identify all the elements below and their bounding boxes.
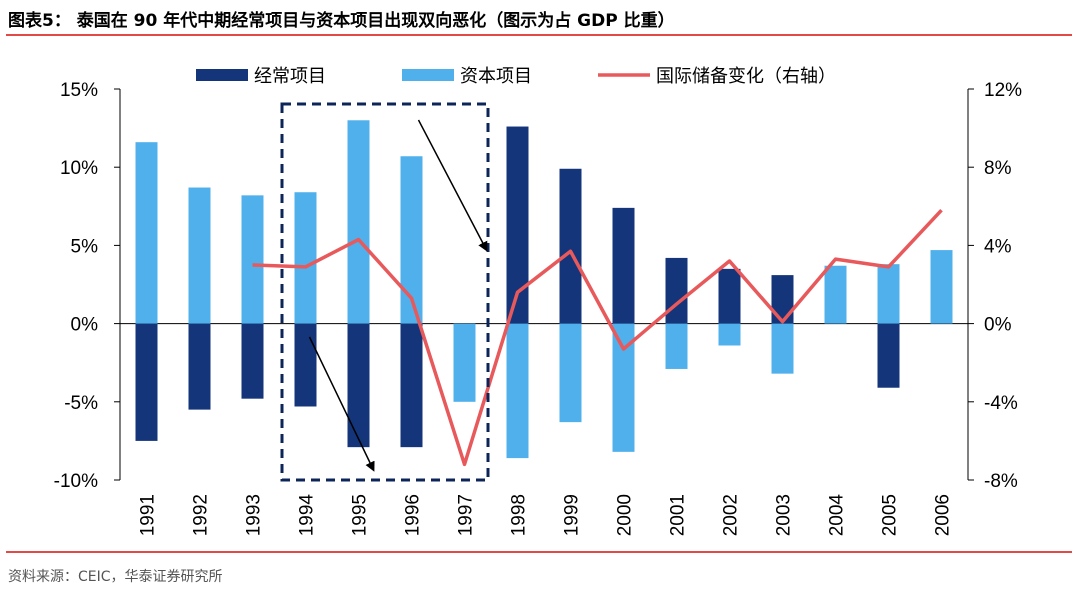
category-label: 1994 — [297, 494, 318, 537]
current-account-bar — [559, 168, 582, 324]
current-account-bar — [506, 126, 529, 324]
left-tick-label: 10% — [60, 158, 98, 179]
current-account-bar — [718, 268, 741, 324]
category-label: 1998 — [509, 494, 530, 536]
capital-account-bar — [453, 323, 476, 402]
bars — [135, 120, 953, 459]
capital-account-bar — [347, 120, 370, 324]
right-tick-label: -8% — [984, 471, 1018, 492]
left-tick-label: 5% — [71, 236, 99, 257]
right-tick-label: 8% — [984, 158, 1012, 179]
capital-account-bar — [612, 323, 635, 452]
capital-account-bar — [294, 192, 317, 324]
category-label: 2006 — [933, 494, 954, 536]
category-label: 2001 — [668, 494, 689, 536]
right-tick-label: 12% — [984, 80, 1022, 101]
current-account-bar — [612, 207, 635, 324]
capital-account-bar — [930, 250, 953, 324]
reserves-line-series — [252, 209, 943, 467]
category-label: 1992 — [191, 494, 212, 536]
current-account-bar — [241, 323, 264, 399]
category-label: 1996 — [403, 494, 424, 536]
capital-account-bar — [877, 264, 900, 324]
capital-account-bar — [400, 156, 423, 324]
left-tick-label: 0% — [71, 315, 99, 336]
legend-label: 国际储备变化（右轴） — [656, 66, 836, 86]
left-tick-label: 15% — [60, 80, 98, 101]
current-account-bar — [188, 323, 211, 410]
legend-swatch — [402, 69, 454, 81]
reserves-line — [252, 209, 943, 467]
right-tick-label: -4% — [984, 393, 1018, 414]
legend-swatch — [196, 69, 248, 81]
capital-account-bar — [665, 323, 688, 369]
annotations — [280, 102, 490, 482]
category-label: 2005 — [880, 494, 901, 536]
arrow-current-positive — [417, 119, 488, 252]
highlight-box — [280, 102, 490, 482]
source-note: 资料来源：CEIC，华泰证券研究所 — [8, 569, 223, 585]
category-label: 1993 — [244, 494, 265, 536]
category-label: 2004 — [827, 494, 848, 537]
right-tick-label: 0% — [984, 315, 1012, 336]
current-account-bar — [135, 323, 158, 441]
left-tick-label: -10% — [54, 471, 98, 492]
current-account-bar — [400, 323, 423, 448]
category-label: 1999 — [562, 494, 583, 536]
category-label: 1995 — [350, 494, 371, 536]
current-account-bar — [347, 323, 370, 448]
capital-account-bar — [135, 142, 158, 324]
capital-account-bar — [559, 323, 582, 423]
capital-account-bar — [824, 265, 847, 324]
right-tick-label: 4% — [984, 236, 1012, 257]
category-label: 2003 — [774, 494, 795, 536]
capital-account-bar — [771, 323, 794, 374]
capital-account-bar — [718, 323, 741, 346]
legend-label: 资本项目 — [460, 66, 532, 86]
legend-label: 经常项目 — [254, 66, 326, 86]
capital-account-bar — [506, 323, 529, 459]
current-account-bar — [665, 257, 688, 324]
capital-account-bar — [241, 195, 264, 324]
capital-account-bar — [188, 187, 211, 324]
current-account-bar — [771, 275, 794, 324]
current-account-bar — [877, 323, 900, 388]
title-divider — [6, 34, 1072, 36]
current-account-bar — [294, 323, 317, 407]
chart-title: 图表5： 泰国在 90 年代中期经常项目与资本项目出现双向恶化（图示为占 GDP… — [8, 11, 675, 31]
category-label: 2002 — [721, 494, 742, 536]
footer-divider — [6, 551, 1072, 553]
category-label: 2000 — [615, 494, 636, 536]
legend: 经常项目 资本项目 国际储备变化（右轴） — [196, 66, 836, 86]
arrow-current-negative — [308, 336, 375, 472]
category-label: 1991 — [138, 494, 159, 536]
left-tick-label: -5% — [64, 393, 98, 414]
category-label: 1997 — [456, 494, 477, 536]
